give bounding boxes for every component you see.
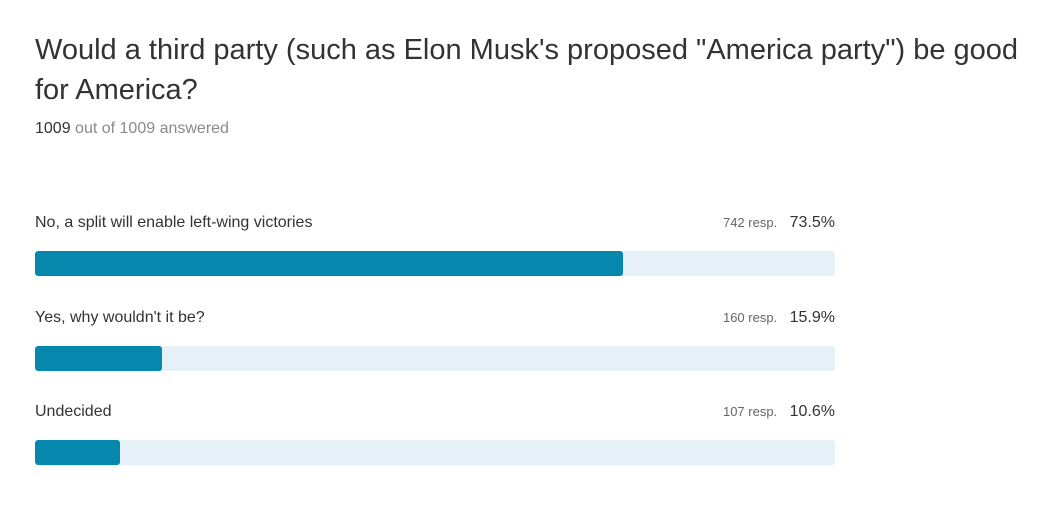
percent-label: 15.9%	[789, 309, 835, 326]
result-bar-track	[35, 346, 835, 371]
result-stats: 742 resp. 73.5%	[723, 212, 835, 234]
result-bar-fill	[35, 251, 623, 276]
result-bar-fill	[35, 440, 120, 465]
percent-label: 73.5%	[789, 214, 835, 231]
result-row: Undecided 107 resp. 10.6%	[35, 401, 835, 465]
answered-count: 1009	[35, 120, 71, 137]
answered-suffix: out of 1009 answered	[75, 120, 229, 137]
result-header: Yes, why wouldn't it be? 160 resp. 15.9%	[35, 307, 835, 329]
result-bar-fill	[35, 346, 163, 371]
answered-summary: 1009 out of 1009 answered	[35, 119, 229, 139]
result-bar-track	[35, 440, 835, 465]
result-stats: 160 resp. 15.9%	[723, 307, 835, 329]
result-row: Yes, why wouldn't it be? 160 resp. 15.9%	[35, 307, 835, 371]
result-row: No, a split will enable left-wing victor…	[35, 212, 835, 276]
option-label: Undecided	[35, 403, 112, 420]
result-bar-track	[35, 251, 835, 276]
response-count: 107 resp.	[722, 404, 778, 419]
percent-label: 10.6%	[789, 403, 835, 420]
option-label: No, a split will enable left-wing victor…	[35, 214, 313, 231]
response-count: 160 resp.	[722, 310, 778, 325]
result-stats: 107 resp. 10.6%	[723, 401, 835, 423]
response-count: 742 resp.	[722, 215, 778, 230]
result-header: No, a split will enable left-wing victor…	[35, 212, 835, 234]
option-label: Yes, why wouldn't it be?	[35, 309, 205, 326]
result-header: Undecided 107 resp. 10.6%	[35, 401, 835, 423]
question-title: Would a third party (such as Elon Musk's…	[35, 34, 1019, 106]
